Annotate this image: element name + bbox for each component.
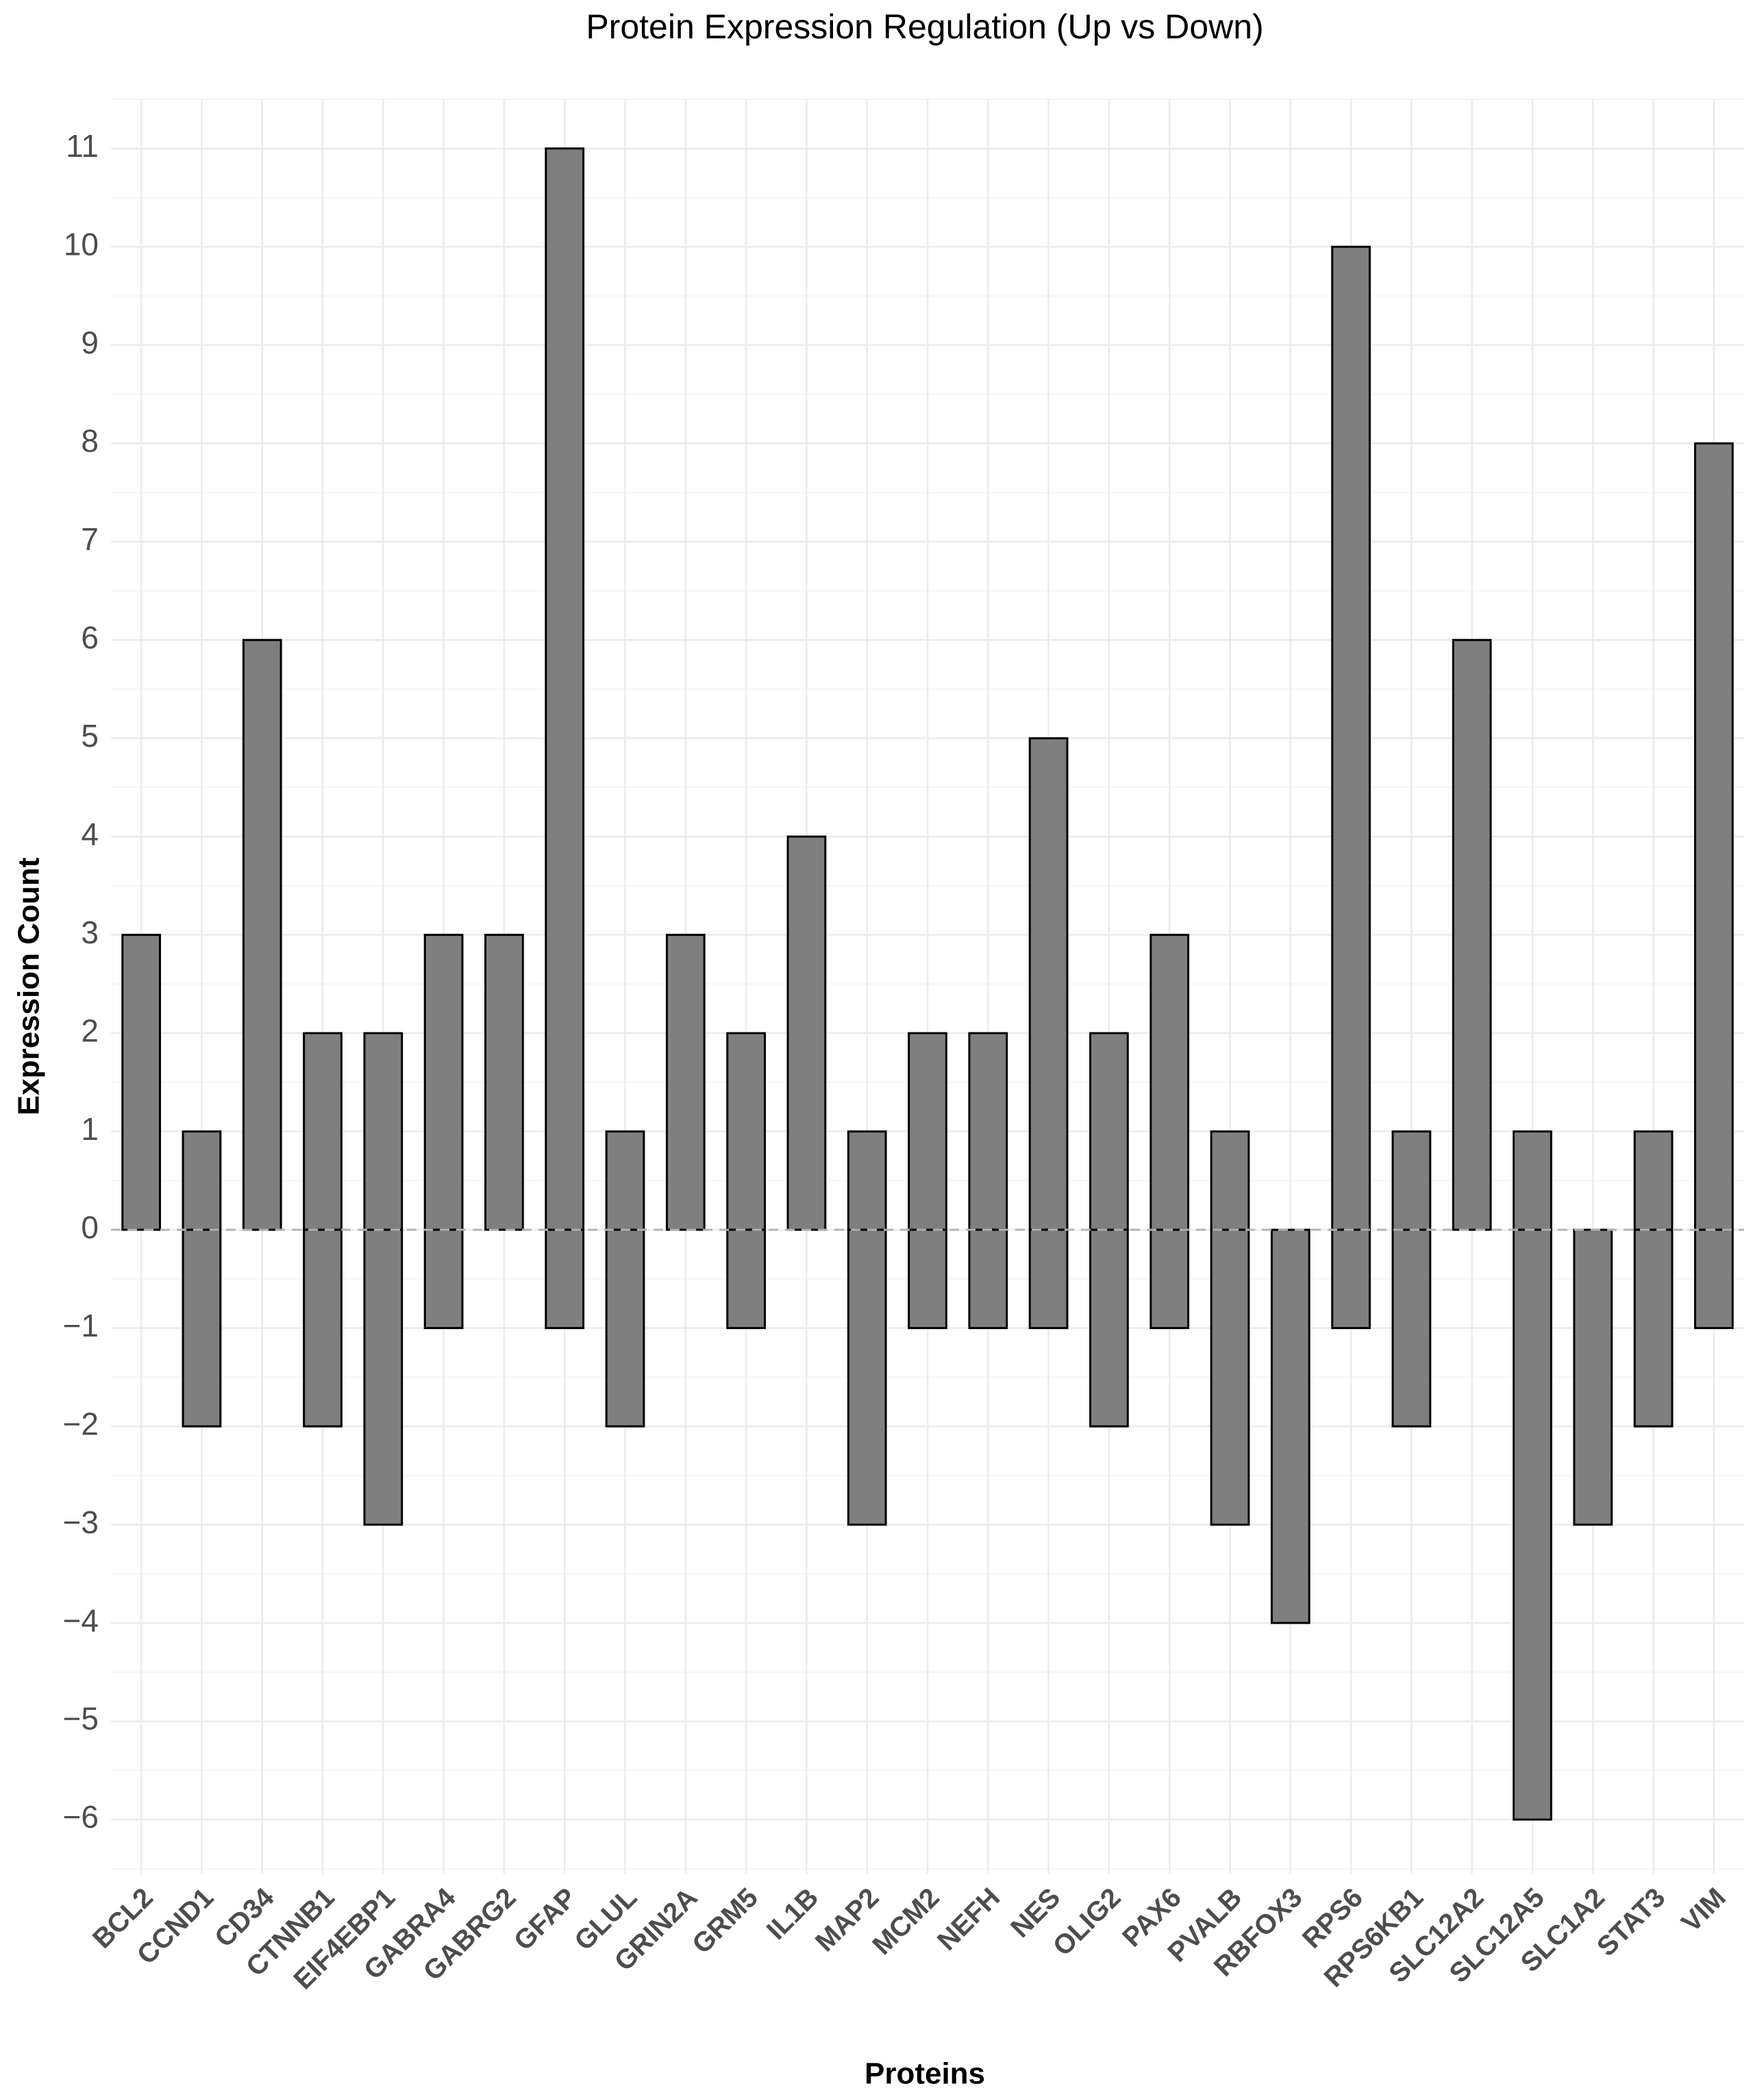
y-tick-label: −5 (63, 1701, 99, 1737)
bar (121, 934, 162, 1231)
y-tick-label: 3 (81, 915, 99, 950)
bar (908, 1032, 947, 1231)
bar (423, 934, 464, 1231)
bar (545, 147, 585, 1231)
x-tick-label: OLIG2 (1047, 1883, 1127, 1962)
bar (1210, 1130, 1250, 1231)
y-tick-label: 10 (64, 226, 99, 262)
bar (1089, 1032, 1129, 1231)
x-tick-label: STAT3 (1591, 1883, 1671, 1962)
y-tick-label: 5 (81, 718, 99, 754)
bar (847, 1228, 887, 1526)
bar (363, 1228, 403, 1526)
bar (303, 1032, 343, 1231)
bar (1633, 1228, 1674, 1428)
bar (968, 1032, 1008, 1231)
x-tick-label: GRM5 (686, 1883, 764, 1960)
bar (1693, 442, 1734, 1231)
bar (423, 1228, 464, 1330)
bar (182, 1228, 222, 1428)
bar (484, 934, 524, 1231)
y-tick-label: −6 (63, 1799, 99, 1835)
bar (545, 1228, 585, 1330)
y-tick-label: −1 (63, 1308, 99, 1343)
bar (1150, 934, 1190, 1231)
bar (1210, 1228, 1250, 1526)
bar (968, 1228, 1008, 1330)
bar (182, 1130, 222, 1231)
y-tick-label: 11 (66, 128, 99, 164)
y-tick-label: −2 (63, 1406, 99, 1441)
bar (363, 1032, 403, 1231)
bar (1391, 1228, 1432, 1428)
bar (786, 835, 827, 1231)
y-axis-title: Expression Count (12, 857, 46, 1115)
x-tick-label: GFAP (508, 1883, 582, 1957)
bar (1150, 1228, 1190, 1330)
y-tick-label: 7 (81, 521, 99, 557)
bar (1573, 1228, 1613, 1526)
y-tick-label: −3 (63, 1504, 99, 1540)
x-tick-label: VIM (1676, 1883, 1731, 1938)
bar (1513, 1228, 1552, 1821)
y-tick-label: −4 (63, 1602, 99, 1638)
bar (908, 1228, 947, 1330)
grid (111, 99, 1744, 1874)
bar (1633, 1130, 1674, 1231)
bar (242, 638, 282, 1231)
bar (303, 1228, 343, 1428)
bar (1270, 1228, 1310, 1624)
bar (847, 1130, 887, 1231)
bar (1391, 1130, 1432, 1231)
x-tick-label: NEFH (932, 1883, 1006, 1957)
y-tick-label: 8 (81, 423, 99, 458)
bar (726, 1032, 766, 1231)
y-tick-label: 0 (81, 1209, 99, 1245)
bar (1089, 1228, 1129, 1428)
y-tick-label: 9 (81, 325, 99, 360)
bar (1693, 1228, 1734, 1330)
bar (726, 1228, 766, 1330)
y-tick-label: 4 (81, 816, 99, 852)
bar (1331, 1228, 1371, 1330)
bar (605, 1228, 645, 1428)
x-axis-title: Proteins (865, 2057, 985, 2091)
bar (1452, 638, 1492, 1231)
bar (1028, 737, 1069, 1231)
y-tick-label: 1 (81, 1111, 99, 1147)
x-tick-label: MCM2 (867, 1883, 945, 1961)
bar (1028, 1228, 1069, 1330)
bar (665, 934, 706, 1231)
bar (1513, 1130, 1552, 1231)
y-tick-label: 2 (81, 1013, 99, 1048)
chart-title: Protein Expression Regulation (Up vs Dow… (586, 8, 1263, 46)
bar (1331, 245, 1371, 1231)
bar (605, 1130, 645, 1231)
y-tick-label: 6 (81, 619, 99, 655)
